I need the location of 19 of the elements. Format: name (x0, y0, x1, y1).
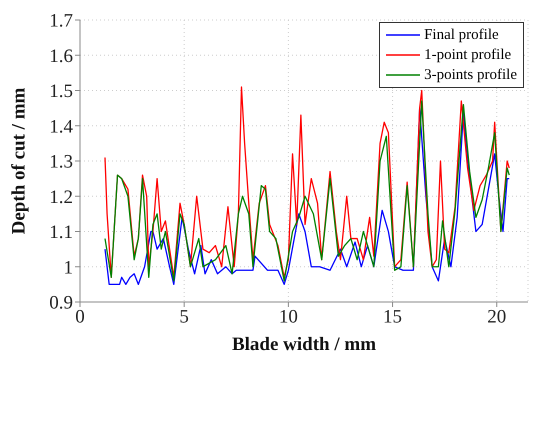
x-tick-label: 0 (75, 306, 85, 328)
x-tick-label: 15 (383, 306, 402, 328)
legend-label: 1-point profile (424, 46, 512, 65)
y-tick-label: 1.6 (49, 46, 73, 67)
y-tick-label: 1.4 (49, 116, 74, 138)
y-tick-label: 1.7 (49, 10, 73, 32)
x-tick-label: 10 (278, 306, 298, 328)
legend-label: Final profile (424, 26, 499, 45)
y-tick-label: 1.3 (49, 152, 73, 173)
x-tick-label: 20 (487, 306, 506, 328)
y-axis-title: Depth of cut / mm (8, 87, 30, 234)
y-tick-label: 0.9 (49, 292, 73, 314)
x-axis-title: Blade width / mm (232, 334, 376, 355)
y-tick-label: 1.2 (49, 186, 73, 208)
y-tick-label: 1.5 (49, 81, 73, 102)
y-tick-label: 1.1 (49, 222, 73, 244)
legend-label: 3-points profile (424, 66, 517, 85)
x-tick-label: 5 (179, 306, 189, 328)
y-tick-label: 1 (64, 257, 73, 278)
